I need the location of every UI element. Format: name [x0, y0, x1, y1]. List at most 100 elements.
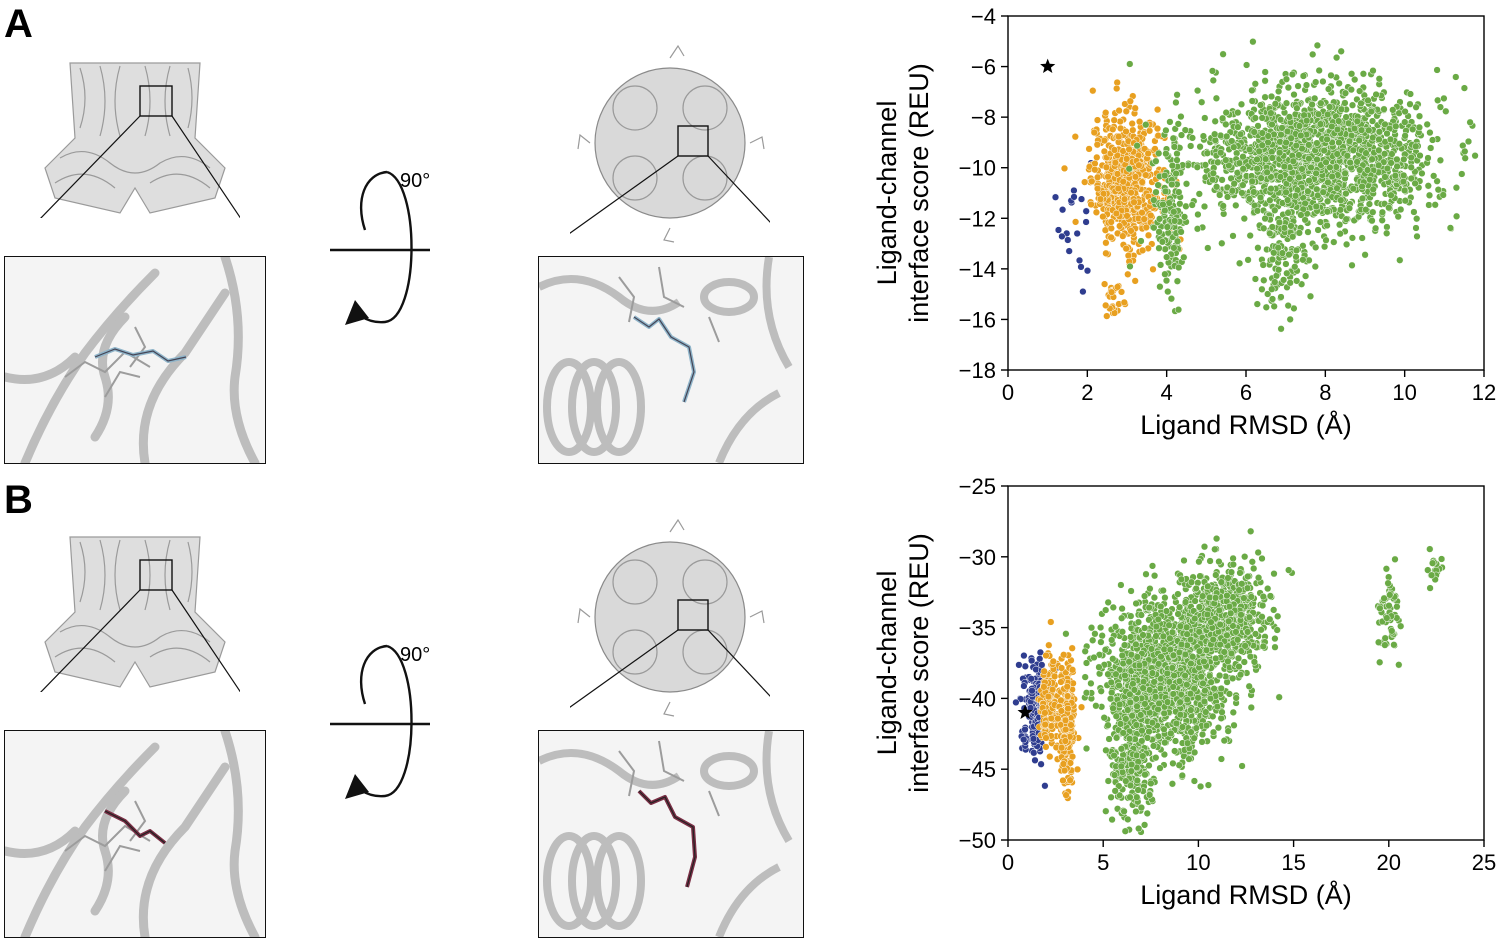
scatter-point-2: [1400, 155, 1408, 164]
scatter-point-2: [1460, 84, 1469, 92]
scatter-point-2: [1409, 125, 1417, 133]
scatter-point-2: [1138, 727, 1146, 735]
scatter-point-2: [1214, 724, 1223, 732]
scatter-point-2: [1176, 200, 1184, 208]
scatter-point-2: [1201, 114, 1209, 122]
x-tick-label: 4: [1161, 380, 1173, 405]
scatter-point-2: [1228, 187, 1237, 195]
scatter-point-2: [1161, 206, 1169, 215]
scatter-point-2: [1133, 142, 1141, 150]
scatter-point-1: [1123, 155, 1131, 163]
scatter-point-2: [1181, 650, 1190, 659]
scatter-point-2: [1335, 138, 1343, 147]
scatter-point-0: [1030, 749, 1038, 757]
scatter-point-1: [1077, 703, 1086, 711]
scatter-point-2: [1299, 242, 1307, 250]
scatter-point-2: [1112, 712, 1120, 720]
scatter-point-2: [1358, 194, 1367, 203]
scatter-point-1: [1144, 149, 1152, 158]
scatter-point-2: [1416, 151, 1424, 160]
scatter-point-2: [1283, 269, 1291, 277]
data-points: [1012, 527, 1446, 836]
scatter-point-2: [1102, 807, 1110, 815]
scatter-point-2: [1424, 154, 1432, 162]
scatter-point-2: [1127, 612, 1135, 620]
scatter-point-2: [1223, 193, 1232, 201]
scatter-point-2: [1299, 256, 1307, 264]
scatter-point-1: [1096, 195, 1105, 203]
scatter-point-2: [1320, 146, 1328, 155]
scatter-point-2: [1235, 159, 1244, 167]
scatter-point-2: [1115, 791, 1124, 799]
scatter-point-2: [1313, 185, 1321, 193]
scatter-point-2: [1151, 693, 1160, 701]
scatter-point-2: [1102, 606, 1110, 614]
helix-cartoon: [539, 731, 793, 937]
scatter-point-2: [1220, 736, 1228, 745]
scatter-point-2: [1407, 174, 1415, 183]
scatter-point-2: [1369, 67, 1377, 75]
scatter-point-2: [1156, 261, 1165, 269]
scatter-point-2: [1323, 208, 1331, 216]
scatter-point-2: [1399, 177, 1408, 186]
scatter-point-2: [1356, 166, 1364, 174]
scatter-point-2: [1279, 276, 1288, 284]
scatter-point-1: [1071, 218, 1080, 226]
scatter-point-1: [1093, 141, 1101, 149]
scatter-point-2: [1222, 120, 1230, 129]
scatter-point-1: [1130, 198, 1138, 206]
scatter-point-2: [1097, 638, 1105, 646]
scatter-point-2: [1121, 827, 1129, 835]
scatter-point-1: [1111, 159, 1120, 167]
scatter-point-1: [1125, 145, 1133, 153]
scatter-point-2: [1262, 155, 1270, 163]
scatter-point-2: [1292, 141, 1300, 150]
y-axis-label-line2: interface score (REU): [904, 63, 934, 323]
scatter-point-2: [1204, 244, 1212, 252]
scatter-point-1: [1122, 107, 1130, 115]
scatter-point-2: [1313, 155, 1321, 164]
scatter-point-2: [1104, 598, 1112, 607]
scatter-point-2: [1401, 197, 1409, 205]
scatter-point-2: [1155, 244, 1163, 252]
scatter-point-1: [1115, 132, 1123, 141]
scatter-point-2: [1297, 131, 1305, 140]
scatter-point-2: [1383, 129, 1391, 138]
scatter-point-2: [1253, 207, 1262, 215]
scatter-point-2: [1124, 706, 1132, 714]
scatter-point-2: [1140, 592, 1149, 600]
scatter-point-2: [1295, 173, 1303, 181]
scatter-point-2: [1172, 169, 1180, 178]
scatter-point-1: [1042, 734, 1050, 742]
scatter-point-2: [1183, 695, 1191, 704]
scatter-point-2: [1168, 664, 1176, 672]
scatter-point-0: [1073, 229, 1081, 238]
y-tick-label: −8: [971, 105, 996, 130]
scatter-point-2: [1148, 669, 1157, 677]
scatter-point-2: [1188, 134, 1197, 142]
scatter-point-2: [1395, 140, 1403, 148]
scatter-point-2: [1312, 78, 1320, 86]
scatter-point-2: [1174, 610, 1182, 618]
scatter-point-2: [1190, 685, 1198, 693]
scatter-point-2: [1301, 272, 1310, 280]
scatter-point-2: [1335, 117, 1343, 125]
scatter-point-2: [1230, 143, 1238, 151]
scatter-point-2: [1365, 200, 1374, 208]
scatter-point-0: [1070, 193, 1078, 201]
scatter-point-0: [1021, 725, 1029, 734]
scatter-point-2: [1127, 587, 1135, 595]
scatter-point-2: [1353, 117, 1361, 125]
scatter-point-2: [1297, 211, 1305, 219]
scatter-point-2: [1183, 739, 1192, 747]
scatter-point-2: [1137, 711, 1145, 719]
scatter-point-1: [1110, 146, 1119, 154]
scatter-point-2: [1178, 723, 1187, 731]
scatter-point-2: [1365, 126, 1373, 134]
scatter-point-0: [1083, 267, 1092, 275]
scatter-point-2: [1277, 293, 1285, 301]
scatter-point-2: [1165, 199, 1173, 207]
scatter-point-1: [1142, 171, 1150, 179]
scatter-point-2: [1258, 114, 1266, 122]
scatter-point-2: [1173, 277, 1182, 285]
